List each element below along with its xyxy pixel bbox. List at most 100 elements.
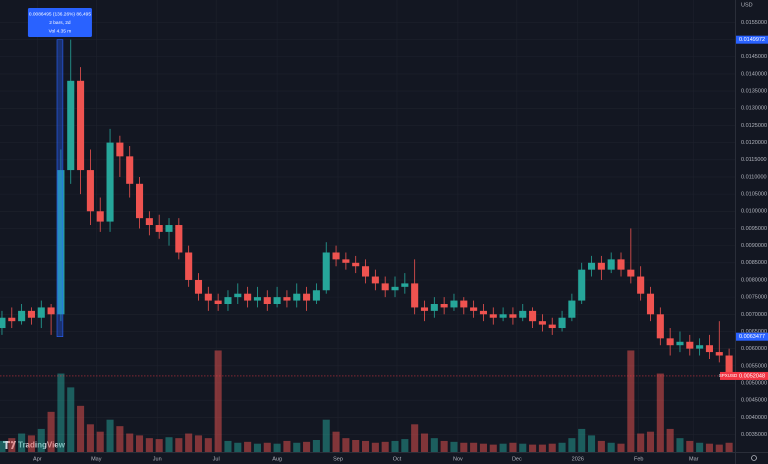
y-tick-label: 0.0070000: [741, 312, 767, 318]
candle-body: [499, 314, 507, 318]
candle-body: [420, 307, 429, 311]
volume-bar: [538, 444, 546, 452]
volume-bar: [607, 442, 615, 452]
y-tick-label: 0.0135000: [741, 89, 767, 95]
price-label: 0.0149972: [739, 37, 765, 43]
y-tick-label: 0.0035000: [741, 432, 767, 438]
candle-body: [155, 225, 163, 232]
price-label: 0.0063477: [739, 334, 765, 340]
y-tick-label: 0.0050000: [741, 380, 767, 386]
candle-body: [175, 225, 183, 253]
candle-body: [371, 276, 379, 284]
candle-body: [342, 259, 350, 263]
candle-body: [440, 304, 448, 308]
volume-bar: [411, 424, 419, 452]
price-label-box: [736, 332, 768, 341]
measure-tooltip-line: 0.0086495 (136.26%) 86,495: [29, 11, 91, 17]
volume-bar: [499, 443, 507, 452]
volume-bar: [430, 438, 438, 452]
candle-body: [303, 293, 311, 301]
volume-bar: [293, 442, 301, 452]
candle-body: [430, 304, 438, 311]
volume-bar: [0, 440, 6, 452]
x-tick-label: 2026: [572, 456, 584, 462]
candle-body: [77, 80, 85, 171]
candle-body: [460, 300, 468, 308]
x-tick-label: Mar: [689, 456, 699, 462]
volume-bar: [371, 442, 379, 452]
volume-bar: [77, 405, 85, 452]
volume-bar: [145, 438, 153, 452]
x-tick-label: Aug: [272, 456, 282, 462]
candle-body: [627, 269, 635, 277]
candle-body: [165, 225, 173, 232]
candle-body: [725, 355, 733, 377]
y-tick-label: 0.0105000: [741, 192, 767, 198]
candle-body: [637, 276, 645, 294]
volume-bar: [588, 435, 596, 452]
volume-bar: [126, 433, 134, 452]
volume-bar: [479, 443, 487, 452]
x-tick-label: Dec: [512, 456, 522, 462]
y-tick-label: 0.0095000: [741, 226, 767, 232]
volume-bar: [568, 438, 576, 452]
volume-bar: [352, 440, 360, 452]
volume-bar: [548, 443, 556, 452]
candle-body: [578, 269, 586, 301]
y-tick-label: 0.0040000: [741, 415, 767, 421]
y-tick-label: 0.0075000: [741, 295, 767, 301]
volume-bar: [8, 438, 16, 452]
volume-bar: [165, 437, 173, 452]
y-tick-label: 0.0155000: [741, 20, 767, 26]
volume-bar: [391, 440, 399, 452]
candle-body: [597, 262, 605, 270]
measure-tooltip: [27, 8, 92, 37]
settings-icon[interactable]: [751, 455, 757, 461]
volume-bar: [597, 440, 605, 452]
volume-bar: [686, 440, 694, 452]
volume-bar: [86, 424, 94, 452]
y-tick-label: 0.0110000: [741, 174, 767, 180]
symbol-label: SPXUSD: [719, 373, 738, 378]
candle-body: [185, 252, 193, 280]
candle-body: [283, 297, 291, 301]
y-tick-label: 0.0140000: [741, 71, 767, 77]
candle-body: [352, 262, 360, 267]
candle-body: [676, 341, 684, 346]
candle-body: [479, 310, 487, 315]
volume-bar: [96, 431, 104, 452]
volume-bar: [519, 443, 527, 452]
measure-range: [56, 39, 64, 338]
y-tick-label: 0.0100000: [741, 209, 767, 215]
candle-body: [224, 297, 232, 305]
volume-bar: [312, 440, 320, 452]
x-tick-label: Jul: [213, 456, 220, 462]
candle-body: [489, 314, 497, 318]
x-tick-label: Sep: [333, 456, 343, 462]
volume-bar: [194, 435, 203, 452]
volume-bar: [273, 443, 281, 452]
volume-bar: [27, 435, 35, 452]
candle-body: [116, 142, 124, 157]
volume-bar: [332, 431, 340, 452]
volume-bar: [460, 442, 468, 452]
volume-bar: [705, 443, 713, 452]
volume-bar: [37, 428, 45, 452]
candle-body: [686, 341, 694, 349]
candle-body: [548, 324, 556, 329]
candle-body: [194, 279, 203, 294]
overlay: 0.00350000.00400000.00450000.00500000.00…: [0, 8, 768, 462]
candle-body: [715, 352, 723, 356]
candle-body: [401, 283, 409, 287]
volume-bar: [450, 441, 458, 452]
candle-body: [391, 286, 399, 291]
volume-bar: [283, 440, 291, 452]
candle-body: [126, 156, 134, 184]
last-price-box: [736, 371, 768, 380]
y-tick-label: 0.0060000: [741, 346, 767, 352]
volume-bar: [529, 444, 537, 452]
candle-body: [204, 293, 212, 301]
x-tick-label: Nov: [453, 456, 463, 462]
volume-bar: [696, 442, 704, 452]
